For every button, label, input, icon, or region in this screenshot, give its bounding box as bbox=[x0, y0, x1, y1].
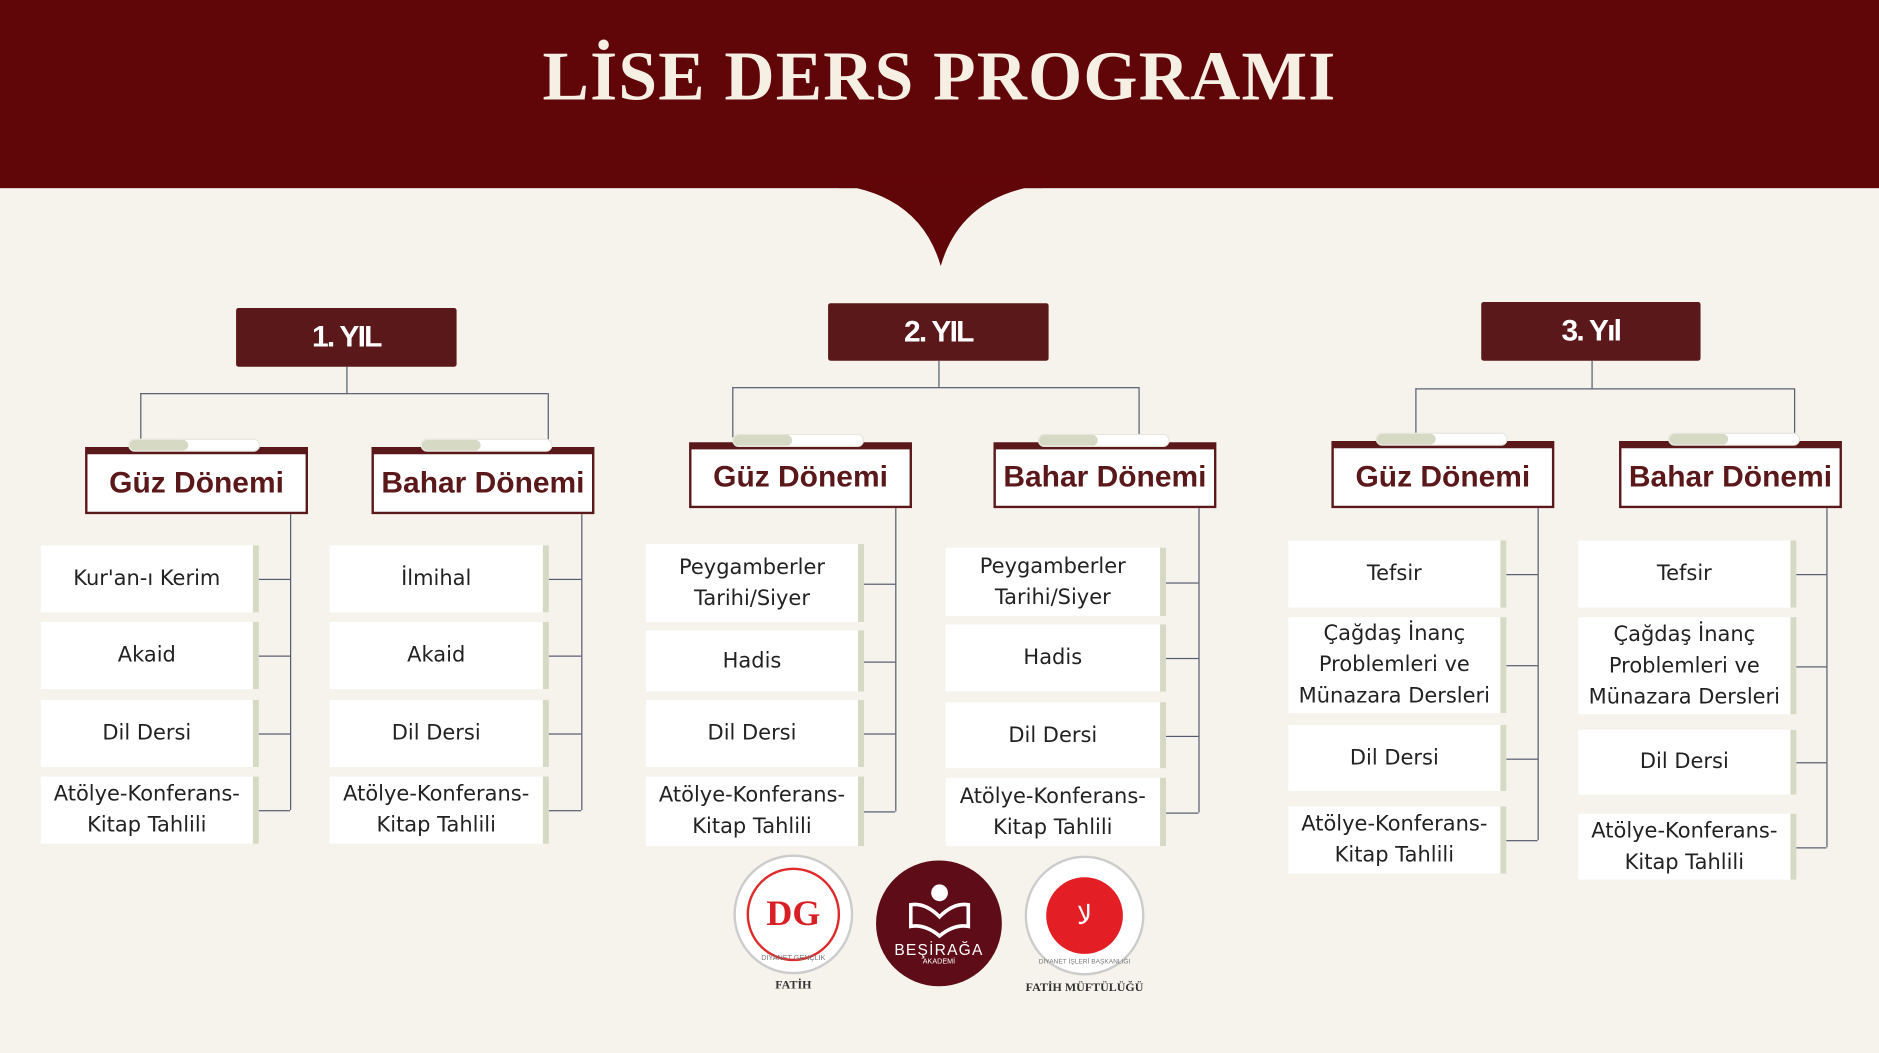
open-book-icon bbox=[908, 884, 970, 939]
term-header: Bahar Dönemi bbox=[371, 447, 595, 515]
term-header: Güz Dönemi bbox=[85, 447, 308, 515]
term-tab-decoration bbox=[420, 438, 553, 452]
course-item: Çağdaş İnanç Problemleri ve Münazara Der… bbox=[1288, 617, 1507, 714]
connector-line bbox=[1796, 846, 1827, 849]
connector-line bbox=[258, 810, 291, 812]
connector-line bbox=[895, 508, 897, 812]
year-header: 1. YIL bbox=[236, 307, 457, 367]
course-item: Hadis bbox=[945, 624, 1167, 692]
connector-line bbox=[938, 360, 940, 388]
connector-line bbox=[547, 393, 550, 443]
term-header: Bahar Dönemi bbox=[1619, 441, 1842, 509]
year-header: 2. YIL bbox=[828, 303, 1049, 361]
connector-line bbox=[1198, 508, 1200, 812]
connector-line bbox=[548, 578, 582, 581]
connector-line bbox=[732, 387, 734, 438]
diyanet-ring-text: DİYANET İŞLERİ BAŞKANLIĞI bbox=[1038, 958, 1131, 966]
connector-line bbox=[864, 733, 896, 735]
connector-line bbox=[140, 393, 548, 395]
course-item: Dil Dersi bbox=[40, 699, 259, 767]
connector-line bbox=[732, 387, 1139, 389]
besiraga-sub: AKADEMİ bbox=[922, 958, 956, 966]
course-item: Dil Dersi bbox=[1288, 725, 1507, 791]
connector-line bbox=[258, 733, 291, 735]
connector-line bbox=[1166, 811, 1199, 814]
connector-line bbox=[864, 583, 896, 585]
connector-line bbox=[581, 514, 583, 811]
diyanet-logo: ﻻ DİYANET İŞLERİ BAŞKANLIĞI bbox=[1024, 855, 1145, 976]
connector-line bbox=[1506, 840, 1538, 842]
connector-line bbox=[1415, 388, 1417, 437]
term-tab-decoration bbox=[1037, 433, 1170, 448]
connector-line bbox=[1796, 574, 1827, 576]
connector-line bbox=[346, 366, 348, 394]
dg-caption: FATİH bbox=[775, 979, 812, 993]
connector-line bbox=[1166, 581, 1199, 584]
course-item: Atölye-Konferans-Kitap Tahlili bbox=[40, 776, 259, 844]
connector-line bbox=[864, 660, 896, 663]
connector-line bbox=[140, 393, 142, 443]
term-header: Güz Dönemi bbox=[689, 442, 912, 509]
diyanet-emblem-icon: ﻻ bbox=[1046, 877, 1123, 954]
connector-line bbox=[1796, 665, 1827, 668]
connector-line bbox=[1826, 508, 1828, 847]
course-item: Hadis bbox=[645, 630, 865, 692]
connector-line bbox=[1506, 574, 1538, 576]
header-notch bbox=[838, 179, 1043, 267]
connector-line bbox=[548, 810, 582, 812]
connector-line bbox=[864, 811, 896, 813]
course-item: İlmihal bbox=[329, 545, 549, 613]
connector-line bbox=[1166, 657, 1199, 660]
course-item: Peygamberler Tarihi/Siyer bbox=[945, 547, 1167, 616]
connector-line bbox=[1590, 360, 1593, 389]
page-title: LİSE DERS PROGRAMI bbox=[542, 37, 1337, 116]
connector-line bbox=[1506, 665, 1538, 667]
connector-line bbox=[1166, 735, 1199, 737]
term-tab-decoration bbox=[128, 438, 261, 452]
course-item: Akaid bbox=[40, 621, 259, 690]
muftu-caption: FATİH MÜFTÜLÜĞÜ bbox=[1025, 981, 1144, 995]
connector-line bbox=[1138, 387, 1141, 438]
dg-mark: DG bbox=[746, 867, 841, 962]
connector-line bbox=[1796, 762, 1827, 764]
connector-line bbox=[548, 655, 582, 658]
course-item: Atölye-Konferans-Kitap Tahlili bbox=[645, 776, 865, 847]
course-item: Tefsir bbox=[1578, 540, 1797, 608]
course-item: Dil Dersi bbox=[645, 699, 865, 767]
connector-line bbox=[258, 578, 291, 581]
course-item: Atölye-Konferans-Kitap Tahlili bbox=[329, 776, 549, 844]
connector-line bbox=[1537, 508, 1540, 841]
course-item: Akaid bbox=[329, 621, 549, 690]
course-item: Tefsir bbox=[1288, 540, 1507, 608]
course-item: Atölye-Konferans-Kitap Tahlili bbox=[945, 777, 1167, 847]
course-item: Kur'an-ı Kerim bbox=[40, 545, 259, 613]
course-item: Dil Dersi bbox=[1578, 729, 1797, 795]
diyanet-genclik-logo: DG DİYANET GENÇLİK bbox=[733, 854, 854, 975]
term-tab-decoration bbox=[1375, 432, 1508, 446]
course-item: Peygamberler Tarihi/Siyer bbox=[645, 544, 865, 622]
dg-ring-text: DİYANET GENÇLİK bbox=[761, 955, 826, 963]
connector-line bbox=[1415, 388, 1795, 390]
besiraga-logo: BEŞİRAĞA AKADEMİ bbox=[876, 860, 1002, 987]
course-item: Atölye-Konferans-Kitap Tahlili bbox=[1578, 813, 1797, 880]
term-header: Güz Dönemi bbox=[1331, 441, 1555, 509]
header-banner bbox=[0, 0, 1879, 189]
term-header: Bahar Dönemi bbox=[993, 442, 1217, 509]
connector-line bbox=[1794, 388, 1796, 437]
course-item: Dil Dersi bbox=[329, 699, 549, 767]
course-item: Çağdaş İnanç Problemleri ve Münazara Der… bbox=[1578, 617, 1797, 715]
connector-line bbox=[290, 514, 292, 811]
connector-line bbox=[1506, 757, 1538, 760]
year-header: 3. Yıl bbox=[1481, 301, 1701, 361]
besiraga-name: BEŞİRAĞA bbox=[894, 940, 984, 959]
course-item: Dil Dersi bbox=[945, 702, 1167, 769]
connector-line bbox=[258, 655, 291, 658]
term-tab-decoration bbox=[1668, 432, 1800, 446]
course-item: Atölye-Konferans-Kitap Tahlili bbox=[1288, 806, 1507, 874]
connector-line bbox=[548, 733, 582, 735]
term-tab-decoration bbox=[732, 433, 865, 448]
